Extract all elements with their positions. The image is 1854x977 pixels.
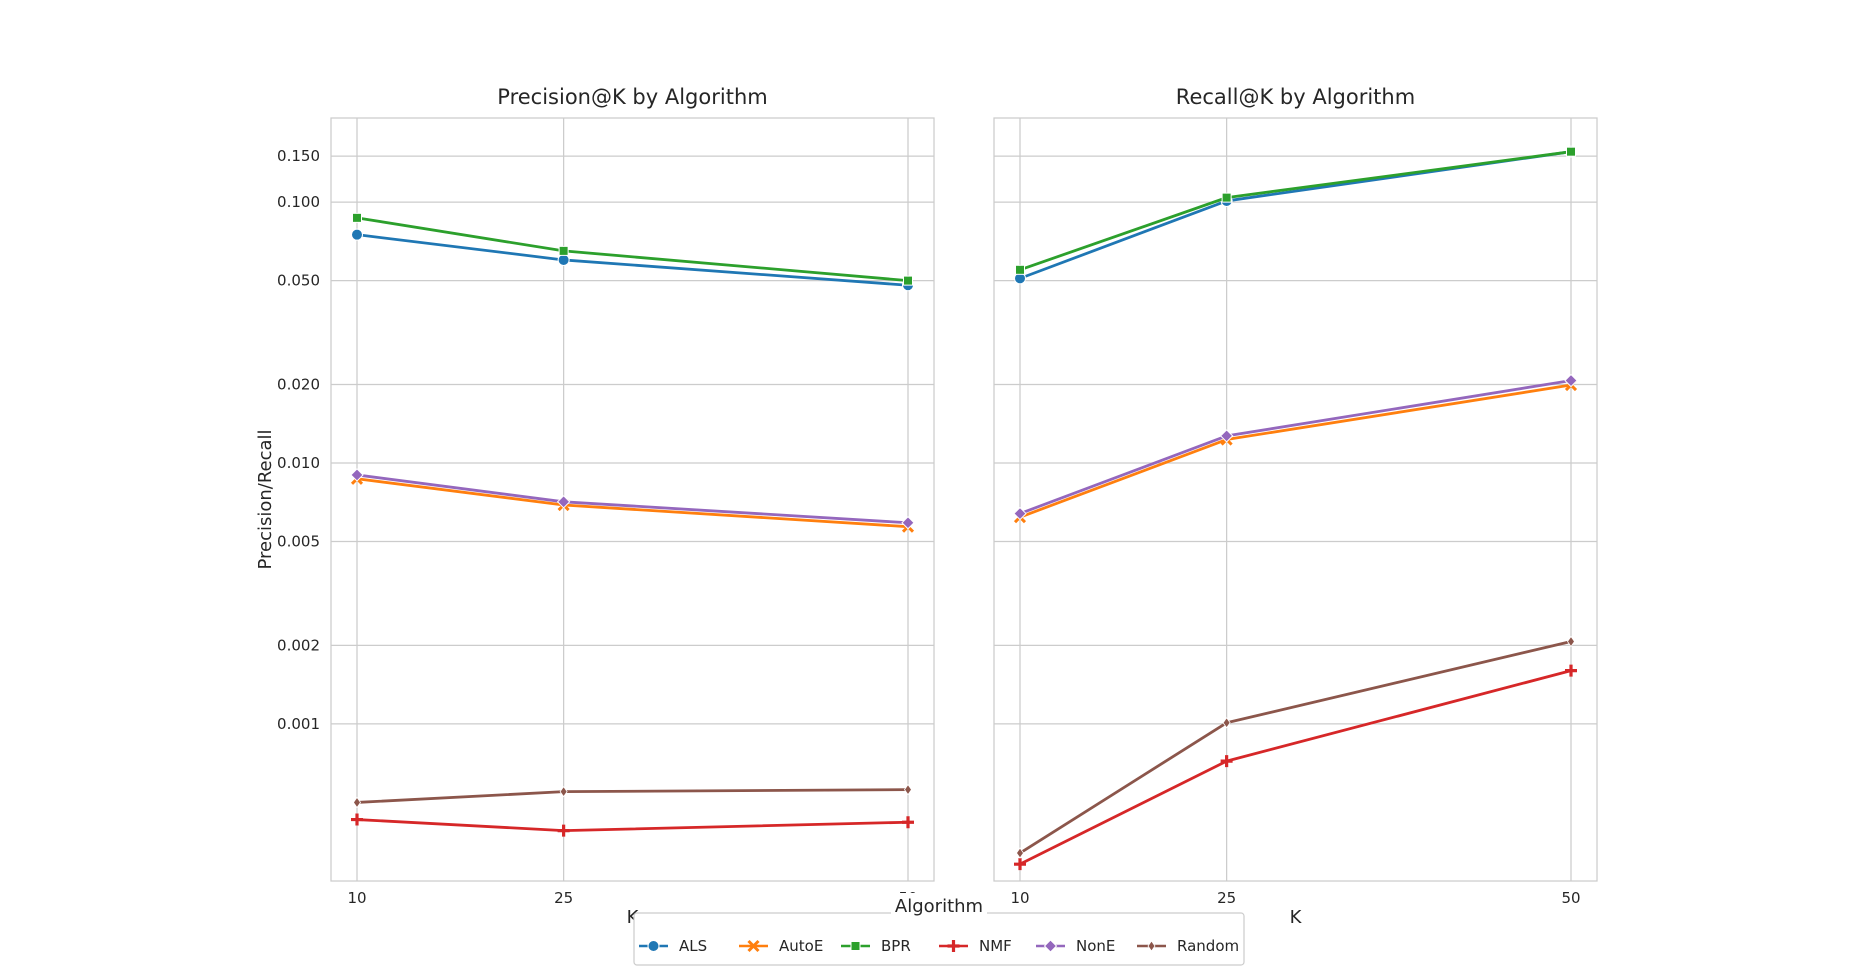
recall-title: Recall@K by Algorithm xyxy=(1176,85,1415,109)
precision-y-tick-label: 0.010 xyxy=(277,454,320,472)
precision-y-axis-label: Precision/Recall xyxy=(255,429,276,569)
precision-point-none xyxy=(350,468,364,482)
recall-point-random xyxy=(1016,847,1024,859)
legend: Algorithm ALS AutoE BPR NMF NonE Random xyxy=(633,893,1245,966)
recall-point-nmf xyxy=(1220,755,1233,768)
recall-panel: 10 25 50 Recall@K by Algorithm K xyxy=(993,85,1598,928)
legend-label-bpr: BPR xyxy=(881,937,911,955)
recall-series-als xyxy=(1014,145,1577,285)
precision-point-bpr xyxy=(558,245,569,256)
recall-series-nmf xyxy=(1014,664,1577,871)
precision-point-random xyxy=(559,785,568,798)
legend-item-als: ALS xyxy=(639,937,707,955)
recall-series-bpr xyxy=(1015,146,1576,275)
precision-point-none xyxy=(901,516,915,530)
precision-series-autoe xyxy=(350,472,915,533)
recall-point-random xyxy=(1222,717,1231,729)
recall-point-none xyxy=(1564,373,1578,388)
legend-item-random: Random xyxy=(1137,937,1239,955)
precision-y-tick-label: 0.002 xyxy=(277,636,320,654)
recall-x-tick-label: 10 xyxy=(1010,889,1029,907)
legend-swatch-marker-nmf xyxy=(947,940,960,952)
legend-label-random: Random xyxy=(1177,937,1239,955)
recall-line-als xyxy=(1018,150,1573,280)
precision-point-bpr xyxy=(903,275,913,286)
precision-y-tick-label: 0.020 xyxy=(277,375,320,393)
legend-item-bpr: BPR xyxy=(841,937,911,955)
recall-series-random xyxy=(1016,635,1575,859)
precision-y-tick-label: 0.001 xyxy=(277,715,320,733)
recall-series-none xyxy=(1013,373,1578,521)
precision-series-als xyxy=(351,228,914,292)
recall-point-bpr xyxy=(1221,192,1232,203)
recall-line-nmf xyxy=(1018,669,1573,866)
precision-point-nmf xyxy=(351,813,363,826)
precision-plot-frame xyxy=(330,117,935,882)
precision-series-random xyxy=(353,783,912,809)
precision-x-tick-label: 25 xyxy=(554,889,573,907)
legend-label-nmf: NMF xyxy=(979,937,1012,955)
recall-point-random xyxy=(1567,635,1575,648)
precision-line-bpr xyxy=(355,216,910,283)
legend-swatch-marker-none xyxy=(1043,939,1058,953)
precision-series-nmf xyxy=(351,813,914,837)
precision-point-bpr xyxy=(352,212,362,223)
precision-line-none xyxy=(355,473,910,525)
precision-point-none xyxy=(556,495,571,509)
recall-plot-frame xyxy=(993,117,1598,882)
recall-line-random xyxy=(1018,640,1573,855)
precision-y-tick-label: 0.100 xyxy=(277,193,320,211)
precision-point-nmf xyxy=(902,816,914,829)
legend-item-autoe: AutoE xyxy=(739,937,823,955)
recall-x-tick-label: 25 xyxy=(1217,889,1236,907)
precision-x-tick-label: 10 xyxy=(347,889,366,907)
recall-x-tick-label: 50 xyxy=(1561,889,1580,907)
recall-point-none xyxy=(1013,506,1027,521)
recall-line-none xyxy=(1018,379,1573,515)
precision-series-bpr xyxy=(352,212,913,286)
legend-swatch-marker-als xyxy=(647,940,660,952)
precision-line-random xyxy=(355,788,910,804)
legend-frame xyxy=(633,912,1245,966)
recall-x-axis-label: K xyxy=(1290,907,1303,928)
precision-point-als xyxy=(557,253,570,266)
legend-title: Algorithm xyxy=(895,896,983,917)
precision-y-tick-label: 0.150 xyxy=(277,147,320,165)
recall-line-bpr xyxy=(1018,150,1573,272)
recall-series-autoe xyxy=(1013,378,1578,524)
legend-title-backdrop xyxy=(891,893,987,915)
precision-point-als xyxy=(351,228,363,241)
legend-swatch-marker-bpr xyxy=(850,941,861,951)
legend-swatch-marker-autoe xyxy=(747,939,760,953)
precision-line-als xyxy=(355,233,910,287)
precision-panel: 0.001 0.002 0.005 0.010 0.020 0.050 0.100 0.150… xyxy=(255,85,935,928)
precision-point-nmf xyxy=(557,824,570,837)
legend-label-none: NonE xyxy=(1076,937,1115,955)
recall-point-nmf xyxy=(1565,664,1577,677)
precision-title: Precision@K by Algorithm xyxy=(497,85,767,109)
recall-point-none xyxy=(1219,429,1234,443)
legend-item-nmf: NMF xyxy=(939,937,1012,955)
precision-line-nmf xyxy=(355,818,910,833)
legend-label-als: ALS xyxy=(679,937,707,955)
precision-point-random xyxy=(904,783,912,796)
precision-point-random xyxy=(353,796,361,809)
recall-point-bpr xyxy=(1566,146,1576,157)
recall-point-bpr xyxy=(1015,264,1025,275)
legend-label-autoe: AutoE xyxy=(779,937,823,955)
recall-point-nmf xyxy=(1014,858,1026,871)
legend-item-none: NonE xyxy=(1036,937,1115,955)
recall-line-autoe xyxy=(1018,383,1573,519)
legend-swatch-marker-random xyxy=(1147,940,1156,952)
precision-y-tick-label: 0.005 xyxy=(277,533,320,551)
precision-series-none xyxy=(350,468,915,530)
precision-y-tick-label: 0.050 xyxy=(277,272,320,290)
